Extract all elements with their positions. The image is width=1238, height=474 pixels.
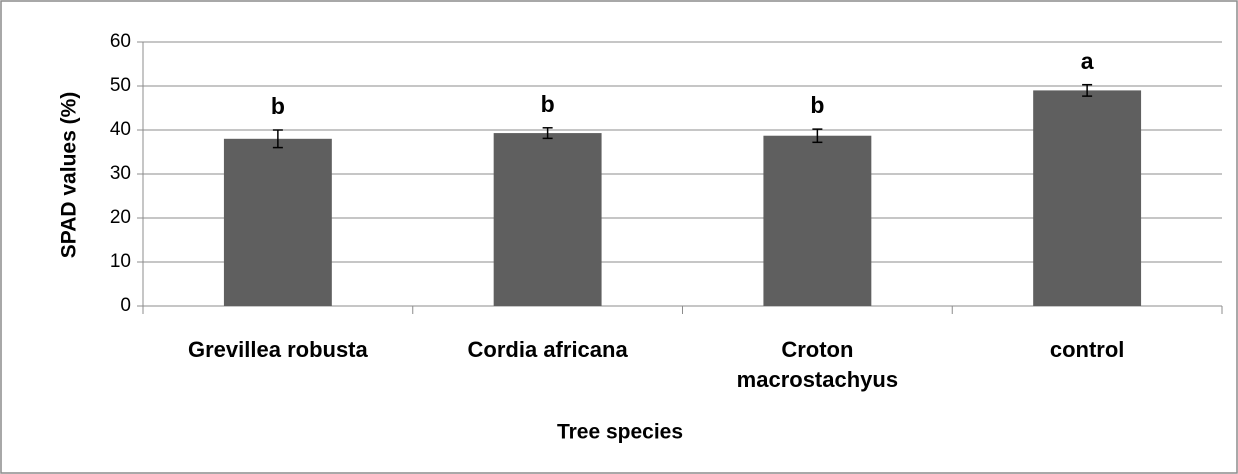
y-axis-title: SPAD values (%): [58, 92, 81, 259]
x-axis-title: Tree species: [557, 421, 683, 444]
y-tick-label: 60: [110, 31, 131, 52]
bar: [493, 133, 602, 306]
x-tick-label: Grevillea robusta: [188, 337, 368, 362]
significance-letter: b: [810, 92, 824, 118]
bar: [223, 138, 332, 306]
y-tick-label: 20: [110, 207, 131, 228]
x-tick-label: Croton macrostachyus: [736, 337, 899, 392]
bar: [1033, 90, 1142, 307]
y-tick-label: 40: [110, 119, 131, 140]
y-tick-label: 10: [110, 251, 131, 272]
x-tick-label: control: [1049, 337, 1125, 362]
x-tick-label: Cordia africana: [467, 337, 628, 362]
y-tick-label: 0: [120, 295, 131, 316]
y-tick-label: 50: [110, 75, 131, 96]
y-tick-label: 30: [110, 163, 131, 184]
bar: [763, 135, 872, 306]
significance-letter: b: [541, 91, 555, 117]
significance-letter: b: [271, 93, 285, 119]
significance-letter: a: [1081, 48, 1094, 74]
